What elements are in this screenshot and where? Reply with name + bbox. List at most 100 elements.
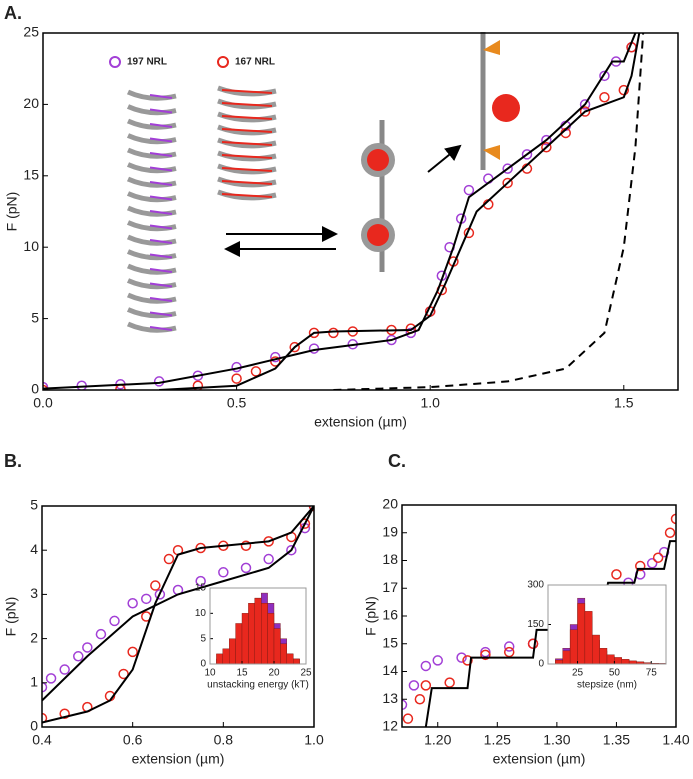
data-point [402, 713, 414, 724]
fit-line [42, 506, 314, 702]
histogram-bar [614, 657, 622, 664]
x-tick-label: 1.0 [304, 732, 324, 748]
x-tick-label: 0.8 [214, 732, 234, 748]
axes-frame [41, 505, 315, 728]
coil [126, 191, 177, 203]
data-point [402, 699, 408, 711]
x-tick-label: 1.35 [603, 732, 630, 748]
x-tick-label: 1.20 [424, 732, 451, 748]
y-tick-label: 150 [527, 619, 544, 630]
x-tick-label: 0.5 [227, 395, 247, 411]
data-point [127, 597, 138, 609]
x-axis-label: stepsize (nm) [577, 680, 637, 691]
linker [221, 154, 273, 159]
histogram-bar [241, 613, 249, 664]
histone [483, 40, 500, 160]
nucleosome [367, 149, 389, 171]
axes-frame [401, 504, 677, 728]
histogram-bar [228, 638, 236, 664]
linker [149, 297, 173, 302]
histogram-bar [273, 628, 281, 664]
linker [149, 239, 173, 244]
data-point [218, 567, 229, 578]
linker [149, 311, 173, 317]
plot-area [216, 592, 300, 664]
linker [149, 166, 173, 172]
data-point [420, 660, 432, 672]
y-tick-label: 16 [382, 607, 398, 623]
data-point [42, 712, 48, 724]
data-point [82, 642, 93, 653]
coil [126, 249, 177, 261]
histogram-bar [621, 659, 630, 664]
y-tick-label: 5 [200, 633, 206, 644]
y-tick-label: 0 [200, 659, 206, 670]
data-point [163, 553, 175, 565]
nucleosome [367, 224, 389, 246]
y-tick-label: 15 [23, 167, 39, 183]
axes-frame [42, 32, 679, 391]
panel: 25 50 75 0 150 300 stepsize (nm) [527, 580, 667, 691]
y-tick-label: 18 [382, 551, 398, 567]
coil [126, 118, 177, 130]
histogram-bar [248, 603, 255, 664]
y-tick-label: 15 [382, 634, 398, 650]
coil [126, 176, 177, 188]
y-tick-label: 5 [31, 309, 39, 325]
histogram-bar [555, 659, 563, 664]
histogram-bar [261, 603, 268, 664]
data-point [240, 562, 252, 574]
histogram-bar [592, 634, 600, 664]
histogram-bar [267, 613, 275, 664]
coil [126, 278, 177, 290]
data-point [250, 366, 262, 377]
coil [126, 220, 177, 232]
data-point [664, 527, 676, 538]
schematic [126, 32, 520, 333]
y-axis-label: F (pN) [3, 597, 19, 637]
linker [149, 181, 173, 186]
data-point [73, 651, 84, 662]
linker [221, 102, 273, 107]
panel-label: A. [4, 3, 22, 23]
coil [126, 147, 177, 159]
data-point [502, 177, 513, 189]
y-tick-label: 10 [23, 238, 39, 254]
linker [221, 115, 273, 120]
data-point [43, 381, 49, 390]
arrow [427, 144, 462, 173]
histogram-bar [293, 658, 300, 664]
data-point [270, 356, 281, 367]
coil [126, 162, 177, 174]
fit-line [159, 33, 641, 390]
y-tick-label: 0 [30, 718, 38, 734]
panel-label: C. [388, 451, 406, 471]
axes-frame [209, 587, 307, 665]
y-axis-label: F (pN) [363, 596, 379, 636]
y-tick-label: 10 [195, 608, 207, 619]
legend-label: 167 NRL [235, 57, 275, 68]
y-tick-label: 19 [382, 523, 398, 539]
histogram-bar [254, 597, 262, 664]
histogram-bar [599, 648, 608, 664]
x-tick-label: 15 [236, 668, 248, 679]
nucleosome [492, 94, 520, 122]
plot-area [42, 506, 314, 724]
linker [221, 89, 273, 94]
coil [126, 234, 177, 246]
data-point [408, 680, 420, 691]
data-point [432, 655, 443, 666]
data-point [42, 681, 48, 693]
x-tick-label: 25 [572, 668, 584, 679]
data-point [118, 668, 129, 680]
coil [126, 89, 177, 101]
x-tick-label: 0.4 [32, 732, 52, 748]
legend-marker [109, 56, 121, 68]
data-point [503, 646, 515, 658]
fit-line [42, 506, 314, 724]
linker [149, 210, 173, 215]
data-point [195, 575, 206, 587]
data-point [263, 553, 274, 565]
y-tick-label: 14 [382, 662, 398, 678]
